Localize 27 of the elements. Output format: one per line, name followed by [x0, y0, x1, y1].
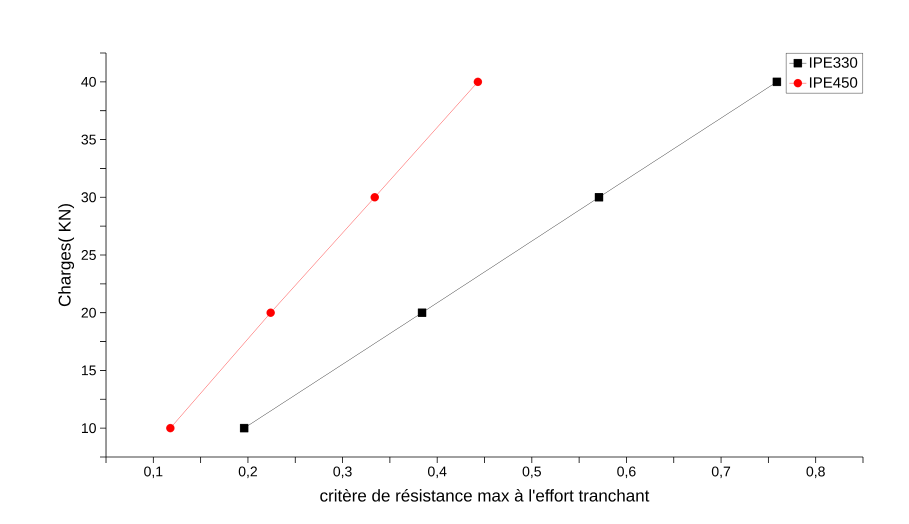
x-tick-label: 0,8 — [806, 466, 825, 478]
point — [418, 308, 426, 317]
x-tick-label: 0,5 — [522, 466, 541, 478]
y-tick-label: 20 — [82, 308, 96, 318]
y-tick-label: 35 — [81, 134, 96, 145]
point — [370, 193, 379, 202]
y-tick-label: 25 — [82, 250, 96, 260]
x-tick-label: 0,6 — [617, 466, 636, 478]
x-tick-label: 0,7 — [712, 466, 730, 478]
point — [474, 78, 482, 86]
y-tick-label: 15 — [82, 366, 96, 376]
point — [166, 424, 175, 432]
y-axis-title: Charges( KN) — [58, 204, 74, 306]
x-tick-label: 0,2 — [238, 466, 257, 478]
y-tick-label: 10 — [82, 423, 96, 434]
x-tick-label: 0,1 — [144, 466, 162, 478]
legend-label: IPE450 — [810, 77, 858, 88]
point — [266, 308, 275, 317]
point — [594, 193, 604, 202]
x-axis-title: critère de résistance max à l'effort tranchant — [320, 488, 650, 502]
x-tick-label: 0,4 — [428, 466, 447, 478]
point — [772, 78, 782, 86]
point — [240, 424, 248, 432]
y-tick-label: 40 — [81, 76, 96, 87]
legend-label: IPE330 — [810, 57, 858, 68]
y-tick-label: 30 — [81, 192, 96, 202]
x-tick-label: 0,3 — [333, 466, 352, 478]
